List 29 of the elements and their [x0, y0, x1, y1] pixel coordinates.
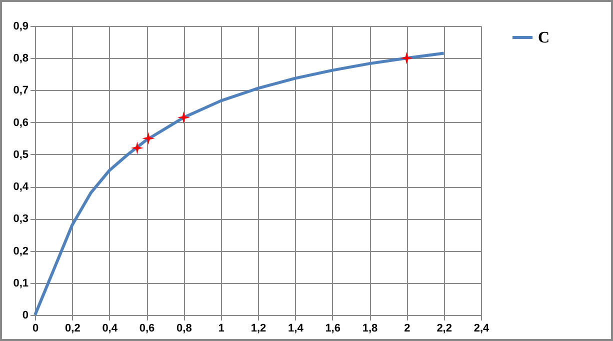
y-tick-label: 0,3	[13, 213, 28, 226]
x-tick-label: 0,6	[139, 322, 155, 334]
point	[400, 52, 413, 64]
legend-label: C	[538, 30, 550, 46]
y-tick-label: 0	[22, 310, 28, 322]
y-tick-label: 0,9	[13, 20, 28, 32]
y-tick-label: 0,2	[13, 245, 28, 258]
y-tick-label: 0,4	[13, 181, 30, 194]
point	[142, 132, 155, 145]
x-tick-label: 1,2	[250, 322, 266, 334]
line-series	[34, 52, 446, 316]
x-tick-label: 1,4	[288, 322, 304, 334]
x-tick-label: 2	[404, 322, 410, 334]
y-tick-label: 0,1	[13, 277, 28, 290]
x-tick-label: 2,2	[436, 322, 452, 334]
x-tick-label: 0,8	[176, 322, 192, 334]
x-tick-label: 0,4	[102, 322, 118, 334]
y-tick-label: 0,5	[13, 148, 28, 161]
x-tick-label: 0	[32, 322, 39, 334]
y-tick-label: 0,7	[13, 84, 28, 97]
x-tick-label: 1,8	[362, 322, 378, 334]
point	[130, 142, 144, 154]
point	[177, 111, 190, 124]
x-tick-label: 1	[218, 322, 224, 334]
x-tick-label: 0,2	[65, 322, 80, 334]
x-tick-label: 2,4	[474, 322, 490, 334]
x-tick-label: 1,6	[325, 322, 340, 334]
y-tick-label: 0,6	[13, 116, 28, 129]
y-tick-label: 0,8	[13, 52, 28, 65]
